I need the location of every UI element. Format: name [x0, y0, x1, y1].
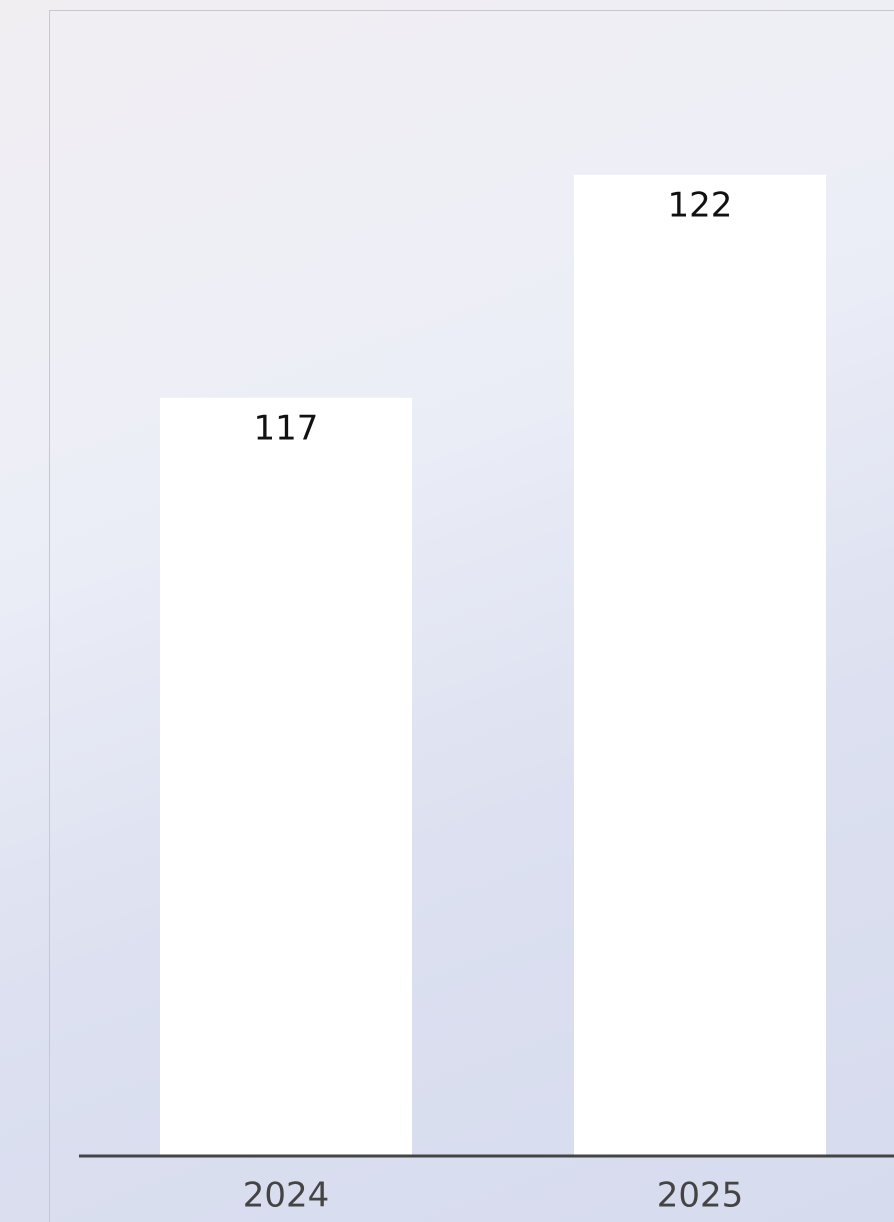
x-tick-label: 2024	[243, 1176, 330, 1216]
bar	[574, 174, 826, 1157]
x-tick-label: 2025	[657, 1176, 744, 1216]
chart-frame	[49, 10, 894, 1222]
value-label: 122	[668, 185, 733, 225]
bar	[160, 397, 412, 1156]
value-label: 117	[254, 408, 319, 448]
